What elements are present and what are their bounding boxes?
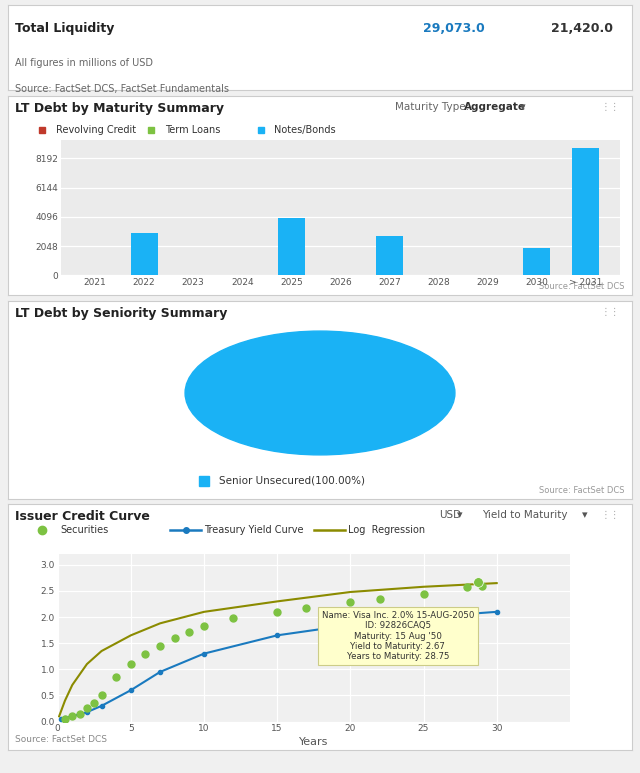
Text: LT Debt by Maturity Summary: LT Debt by Maturity Summary [15, 102, 224, 115]
Text: USD: USD [438, 510, 461, 520]
Text: Securities: Securities [61, 525, 109, 535]
Text: 21,420.0: 21,420.0 [551, 22, 613, 36]
Text: Senior Unsecured(100.00%): Senior Unsecured(100.00%) [219, 475, 365, 485]
Bar [278, 217, 305, 275]
Text: Source: FactSet DCS: Source: FactSet DCS [15, 735, 107, 744]
Bar [131, 233, 157, 275]
Bar [572, 148, 599, 275]
Bar [376, 236, 403, 275]
Text: Revolving Credit: Revolving Credit [56, 124, 136, 135]
Text: LT Debt by Seniority Summary: LT Debt by Seniority Summary [15, 307, 228, 319]
Text: ⋮⋮: ⋮⋮ [601, 102, 620, 112]
Text: 29,073.0: 29,073.0 [424, 22, 485, 36]
Text: Log  Regression: Log Regression [348, 525, 425, 535]
Text: Term Loans: Term Loans [165, 124, 220, 135]
X-axis label: Years: Years [299, 737, 328, 747]
Text: ▾: ▾ [520, 102, 525, 112]
Text: Source: FactSet DCS: Source: FactSet DCS [540, 485, 625, 495]
Text: Notes/Bonds: Notes/Bonds [275, 124, 336, 135]
Text: ▾: ▾ [458, 510, 463, 520]
Text: Aggregate: Aggregate [463, 102, 525, 112]
Text: Maturity Type:: Maturity Type: [395, 102, 469, 112]
Text: Name: Visa Inc. 2.0% 15-AUG-2050
ID: 92826CAQ5
Maturity: 15 Aug '50
Yield to Mat: Name: Visa Inc. 2.0% 15-AUG-2050 ID: 928… [322, 611, 474, 662]
Text: ⋮⋮: ⋮⋮ [601, 307, 620, 317]
Text: Source: FactSet DCS: Source: FactSet DCS [540, 282, 625, 291]
Text: ▾: ▾ [582, 510, 588, 520]
Text: Issuer Credit Curve: Issuer Credit Curve [15, 510, 150, 523]
Text: Treasury Yield Curve: Treasury Yield Curve [204, 525, 304, 535]
Bar [523, 248, 550, 275]
Text: Total Liquidity: Total Liquidity [15, 22, 115, 36]
Ellipse shape [185, 331, 455, 455]
Text: ⋮⋮: ⋮⋮ [601, 510, 620, 520]
Text: Source: FactSet DCS, FactSet Fundamentals: Source: FactSet DCS, FactSet Fundamental… [15, 83, 229, 94]
Text: All figures in millions of USD: All figures in millions of USD [15, 58, 153, 68]
Text: Yield to Maturity: Yield to Maturity [483, 510, 568, 520]
